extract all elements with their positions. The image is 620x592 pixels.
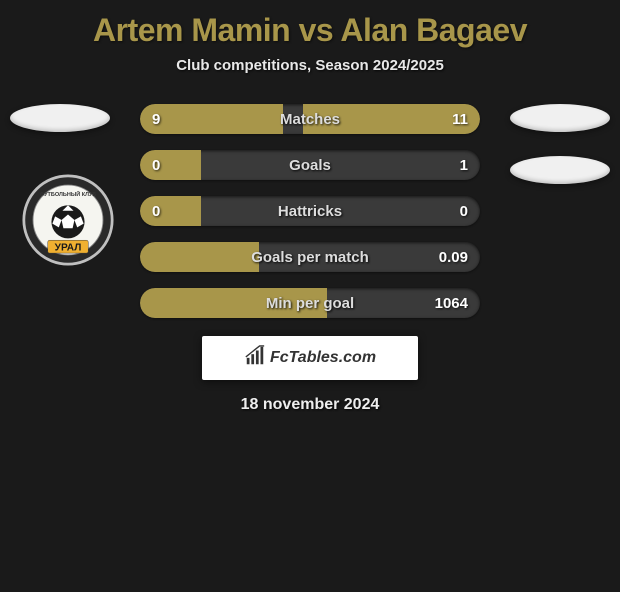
stat-row: 0.09Goals per match (140, 242, 480, 272)
stat-row: 01Goals (140, 150, 480, 180)
player2-name: Alan Bagaev (340, 12, 527, 48)
stats-area: ФУТБОЛЬНЫЙ КЛУБ УРАЛ 911Matches 01Goals 00… (0, 104, 620, 318)
vs-text: vs (299, 12, 334, 48)
svg-text:УРАЛ: УРАЛ (55, 242, 82, 253)
club-badge: ФУТБОЛЬНЫЙ КЛУБ УРАЛ (22, 174, 114, 266)
stat-label: Min per goal (140, 295, 480, 312)
stat-label: Goals (140, 157, 480, 174)
svg-text:ФУТБОЛЬНЫЙ КЛУБ: ФУТБОЛЬНЫЙ КЛУБ (40, 190, 97, 198)
footer-brand-text: FcTables.com (270, 349, 376, 367)
player2-oval-1 (510, 104, 610, 132)
date-text: 18 november 2024 (0, 396, 620, 414)
chart-icon (244, 345, 266, 372)
stat-row: 1064Min per goal (140, 288, 480, 318)
footer-brand-badge[interactable]: FcTables.com (202, 336, 418, 380)
stat-bars: 911Matches 01Goals 00Hattricks 0.09Goals pe… (140, 104, 480, 318)
stat-label: Hattricks (140, 203, 480, 220)
subtitle: Club competitions, Season 2024/2025 (0, 57, 620, 74)
stat-row: 911Matches (140, 104, 480, 134)
player1-oval (10, 104, 110, 132)
player2-oval-2 (510, 156, 610, 184)
stat-label: Matches (140, 111, 480, 128)
page-title: Artem Mamin vs Alan Bagaev (0, 12, 620, 49)
player1-name: Artem Mamin (93, 12, 290, 48)
stat-row: 00Hattricks (140, 196, 480, 226)
stat-label: Goals per match (140, 249, 480, 266)
